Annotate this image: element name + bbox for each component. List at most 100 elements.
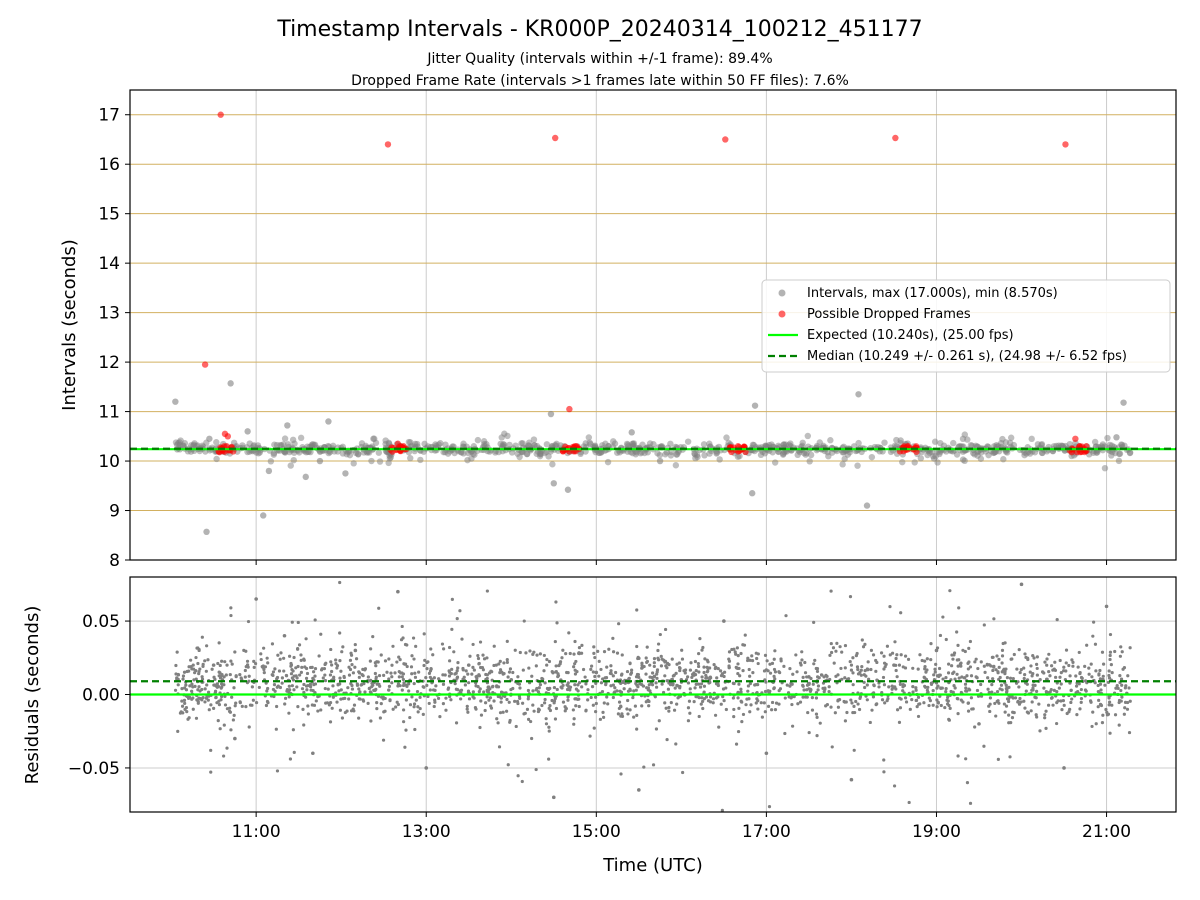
interval-cloud-point <box>961 431 968 438</box>
residual-cloud-point <box>295 647 300 651</box>
residual-cloud-point <box>238 672 242 677</box>
residual-cloud-point <box>288 654 292 658</box>
residual-cloud-point <box>673 686 677 690</box>
residual-cloud-point <box>944 689 948 694</box>
interval-cloud-point <box>868 453 876 461</box>
residual-cloud-point <box>526 688 531 693</box>
residual-cloud-point <box>964 686 968 690</box>
residual-cloud-point <box>577 697 581 701</box>
residual-cloud-point <box>1023 706 1027 710</box>
residual-cloud-point <box>299 670 303 674</box>
residual-cloud-point <box>534 767 538 772</box>
residual-cloud-point <box>411 636 416 640</box>
legend: Intervals, max (17.000s), min (8.570s) P… <box>761 279 1171 373</box>
residual-cloud-point <box>203 687 207 691</box>
residual-cloud-point <box>525 707 530 712</box>
interval-cloud-point <box>672 462 680 469</box>
residual-cloud-point <box>778 671 782 675</box>
residual-cloud-point <box>829 589 833 593</box>
residual-cloud-point <box>614 670 618 675</box>
residual-cloud-point <box>836 705 841 709</box>
residual-cloud-point <box>798 700 803 704</box>
residual-cloud-point <box>412 681 416 686</box>
residual-cloud-point <box>531 703 535 707</box>
residual-cloud-point <box>903 696 908 700</box>
residual-cloud-point <box>524 651 528 655</box>
residual-cloud-point <box>1115 684 1119 688</box>
residual-cloud-point <box>696 661 700 666</box>
residual-cloud-point <box>382 673 386 677</box>
residual-cloud-point <box>273 667 277 671</box>
interval-cloud-point <box>762 442 769 450</box>
residual-cloud-point <box>973 660 977 664</box>
residual-cloud-point <box>605 695 609 699</box>
residual-cloud-point <box>1007 713 1011 717</box>
residual-cloud-point <box>837 698 842 702</box>
residual-cloud-point <box>1096 705 1100 709</box>
residual-cloud-point <box>773 708 778 712</box>
residual-cloud-point <box>323 686 327 691</box>
residual-cloud-point <box>916 714 921 719</box>
residual-cloud-point <box>590 685 595 689</box>
residual-cloud-point <box>340 650 344 654</box>
residual-cloud-point <box>302 690 306 695</box>
residual-cloud-point <box>247 674 251 678</box>
interval-cloud-point <box>1007 434 1015 441</box>
residual-cloud-point <box>1119 688 1123 693</box>
residual-cloud-point <box>815 669 820 674</box>
residual-cloud-point <box>724 707 728 712</box>
residual-cloud-point <box>413 727 417 732</box>
residual-cloud-point <box>633 704 637 708</box>
interval-cloud-point <box>807 451 815 459</box>
residual-cloud-point <box>869 667 873 672</box>
residual-cloud-point <box>358 690 362 694</box>
residual-cloud-point <box>580 685 584 689</box>
residual-cloud-point <box>773 670 778 674</box>
residual-cloud-point <box>1067 663 1071 668</box>
residual-cloud-point <box>517 682 522 686</box>
residual-cloud-point <box>777 702 781 706</box>
residual-cloud-point <box>762 701 766 705</box>
interval-cloud-point <box>749 441 757 449</box>
residual-point-5 <box>353 648 358 653</box>
residual-cloud-point <box>285 688 289 692</box>
residual-cloud-point <box>922 701 926 705</box>
residual-cloud-point <box>708 695 713 699</box>
residual-cloud-point <box>516 675 520 679</box>
residual-cloud-point <box>711 701 715 705</box>
residual-cloud-point <box>969 696 974 700</box>
residual-cloud-point <box>746 658 750 663</box>
residual-cloud-point <box>626 689 631 693</box>
residual-cloud-point <box>513 699 517 703</box>
interval-cloud-point <box>794 451 801 459</box>
residual-cloud-point <box>530 736 534 741</box>
residual-cloud-point <box>379 653 383 657</box>
residual-cloud-point <box>190 689 194 693</box>
residual-cloud-point <box>536 690 541 694</box>
residual-cloud-point <box>801 675 805 679</box>
residual-cloud-point <box>191 707 195 711</box>
residual-cloud-point <box>195 698 199 702</box>
residual-cloud-point <box>1053 660 1057 664</box>
residual-cloud-point <box>1116 686 1120 690</box>
residual-cloud-point <box>178 711 183 715</box>
residual-cloud-point <box>346 686 350 690</box>
residual-cloud-point <box>925 657 929 661</box>
residual-cloud-point <box>280 676 284 680</box>
residual-cloud-point <box>950 653 954 657</box>
residual-cloud-point <box>1028 670 1032 674</box>
residual-cloud-point <box>806 710 810 715</box>
residual-cloud-point <box>910 698 914 702</box>
residual-cloud-point <box>339 688 343 692</box>
residual-cloud-point <box>783 696 787 700</box>
residual-cloud-point <box>733 650 737 654</box>
residual-cloud-point <box>532 650 536 654</box>
residual-cloud-point <box>476 656 481 661</box>
interval-point-14 <box>751 402 759 409</box>
residual-cloud-point <box>483 701 488 705</box>
residual-cloud-point <box>820 673 824 677</box>
residual-cloud-point <box>571 708 575 712</box>
interval-cloud-point <box>632 451 639 458</box>
residual-cloud-point <box>704 673 708 678</box>
